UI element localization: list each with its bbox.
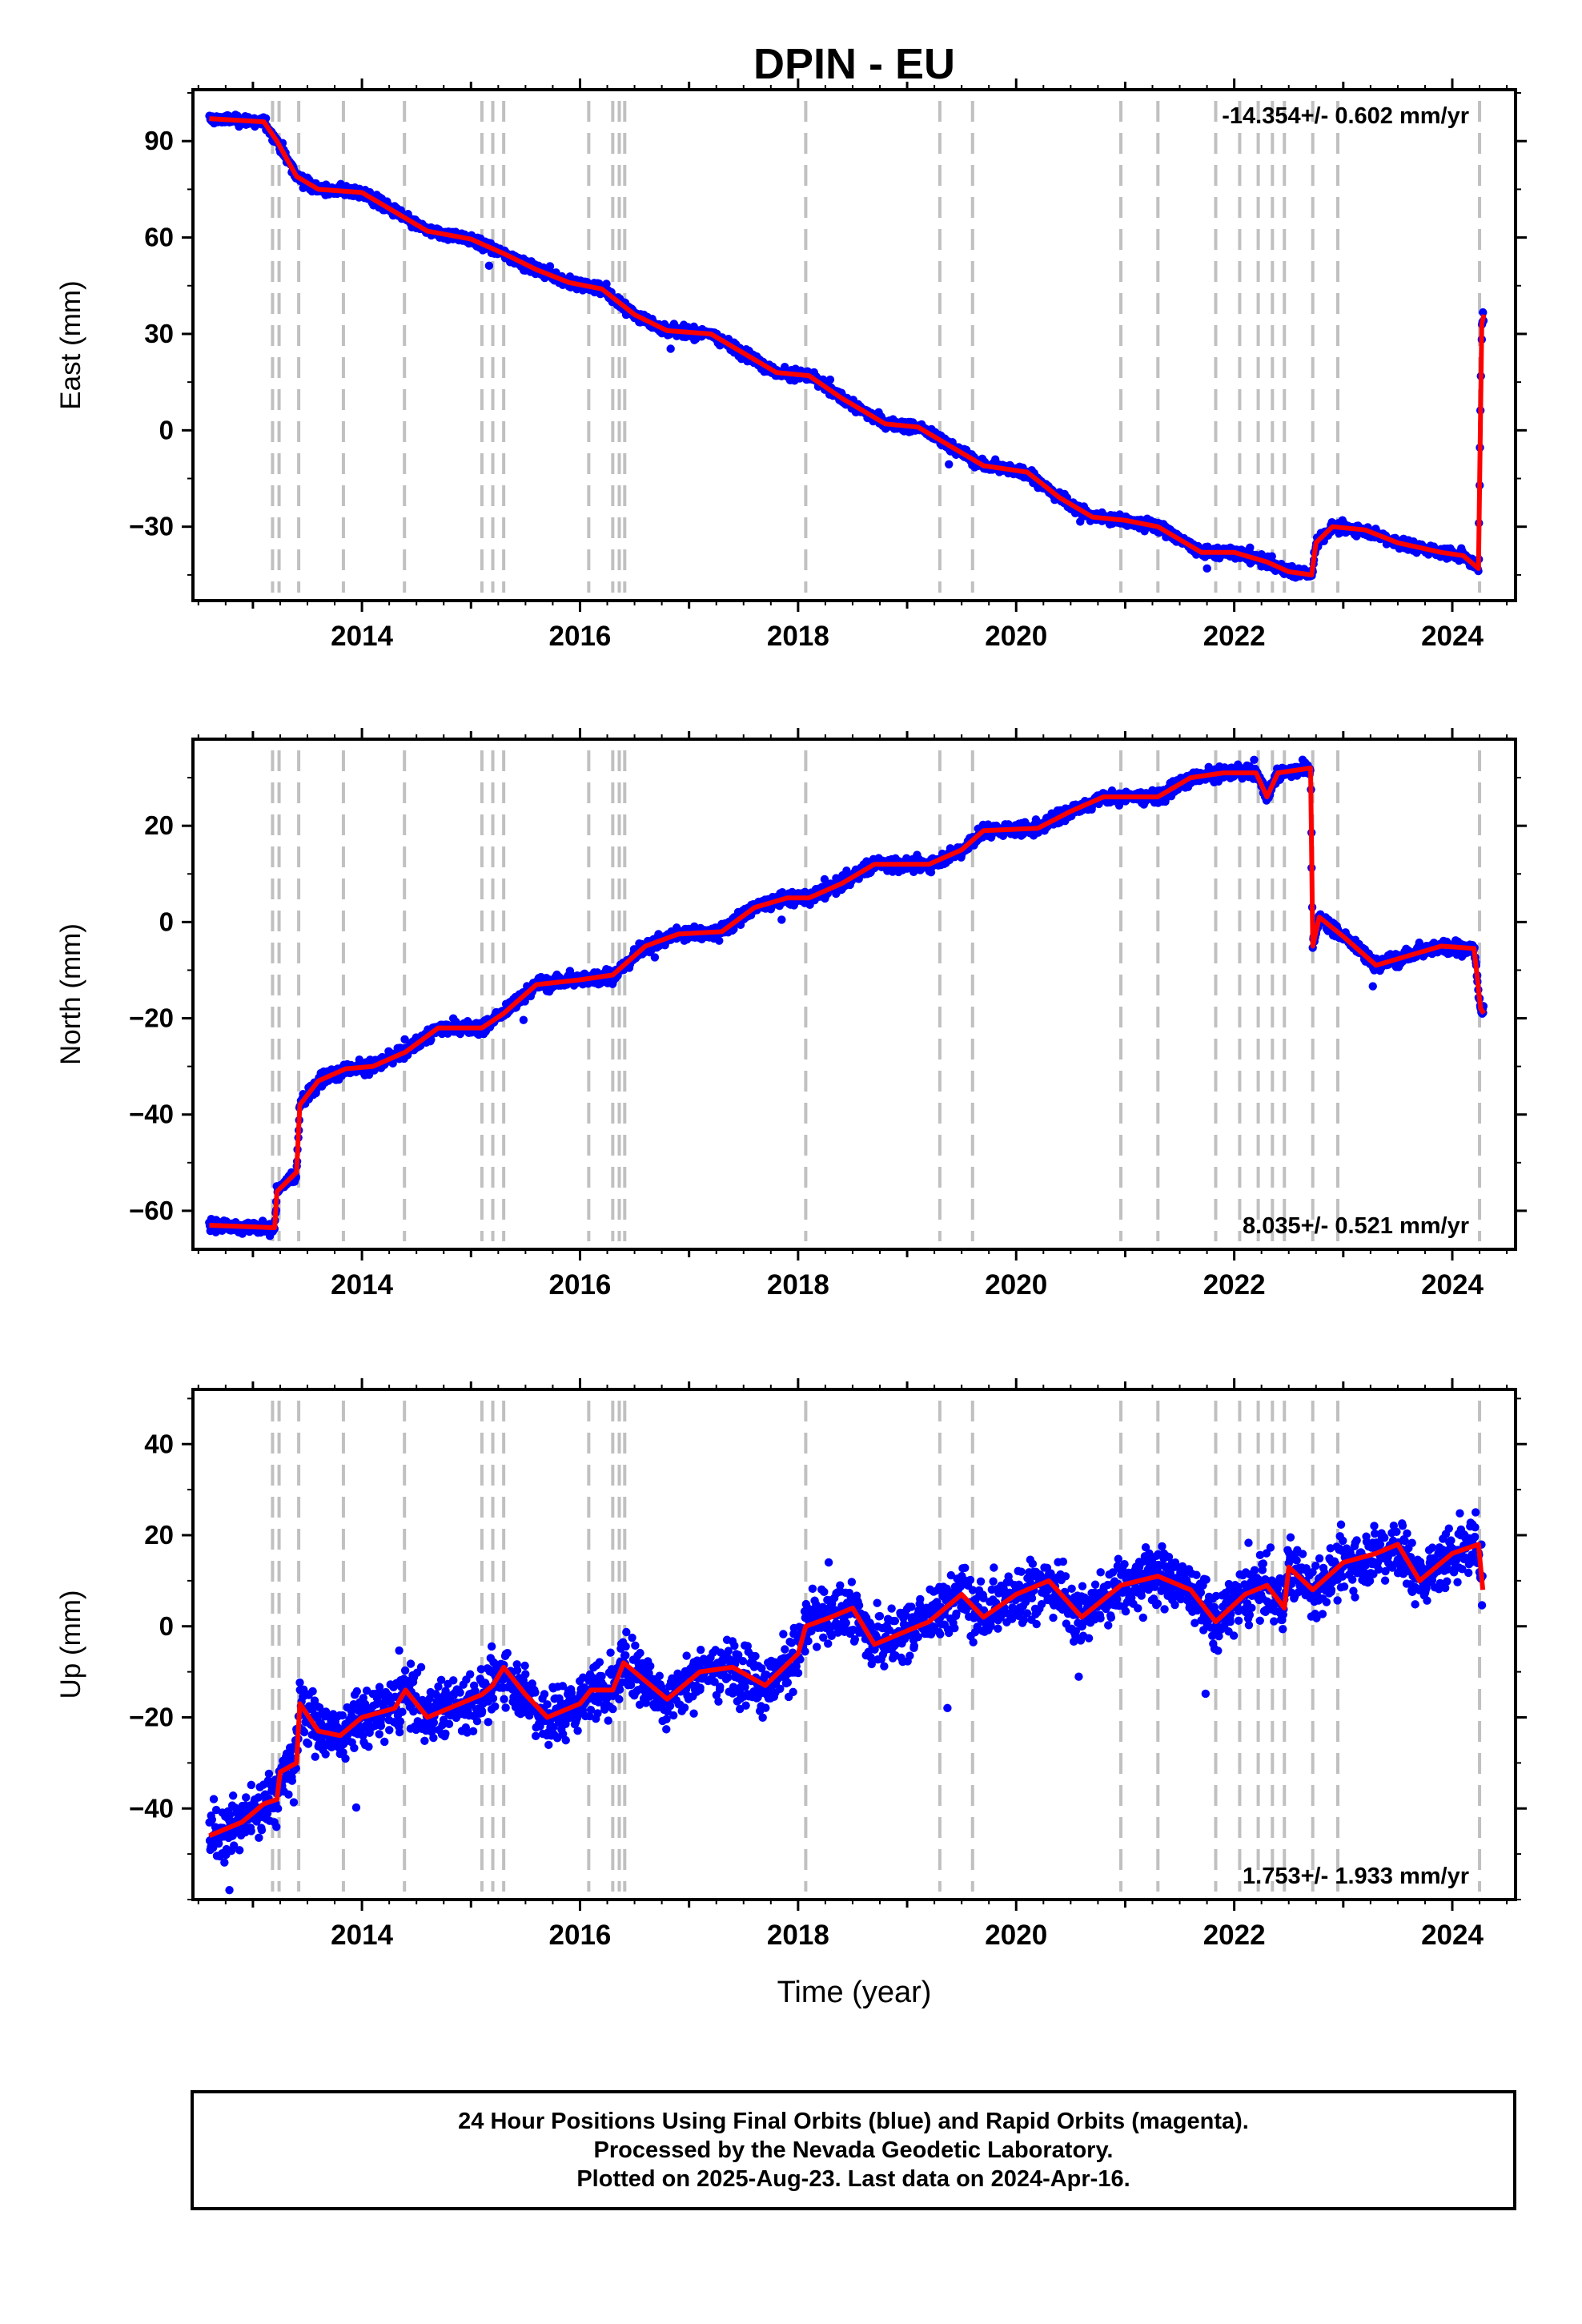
y-axis: −30 0 30 60 90 [129, 92, 1527, 576]
plot-frame [191, 88, 1517, 602]
x-tick-label: 2020 [985, 621, 1047, 652]
x-tick-label: 2022 [1203, 621, 1266, 652]
data-point [715, 936, 724, 945]
event-lines [271, 750, 1482, 1241]
data-point [545, 262, 555, 271]
data-point [820, 875, 829, 884]
y-tick-label: 30 [144, 319, 174, 348]
data-point [484, 261, 494, 271]
x-tick-label: 2014 [331, 621, 393, 652]
x-tick-label: 2024 [1421, 621, 1484, 652]
x-tick-label: 2018 [767, 621, 829, 652]
y-tick-label: −30 [129, 512, 174, 541]
x-tick-label: 2016 [549, 621, 612, 652]
data-point [1246, 543, 1255, 553]
x-axis: 2014 2016 2018 2020 2022 2024 [197, 78, 1508, 652]
rate-annotation: -14.354+/- 0.602 mm/yr [1222, 103, 1469, 129]
data-point [777, 915, 786, 924]
data-point [666, 344, 675, 353]
y-tick-label: 60 [144, 223, 174, 252]
y-tick-label: 90 [144, 126, 174, 155]
data-point [1479, 308, 1488, 317]
event-lines [271, 101, 1482, 593]
data-point [1250, 755, 1259, 764]
y-axis-label: East (mm) [55, 280, 86, 409]
data-points [205, 755, 1488, 1240]
data-point [602, 279, 611, 288]
model-line [209, 116, 1487, 577]
y-tick-label: 0 [159, 415, 174, 444]
data-point [1203, 564, 1211, 573]
data-point [650, 953, 660, 962]
data-point [400, 1035, 409, 1044]
data-point [825, 375, 835, 384]
data-point [945, 460, 954, 468]
data-point [1267, 552, 1276, 561]
data-point [926, 868, 936, 877]
data-points [205, 111, 1488, 582]
data-point [519, 1015, 528, 1024]
